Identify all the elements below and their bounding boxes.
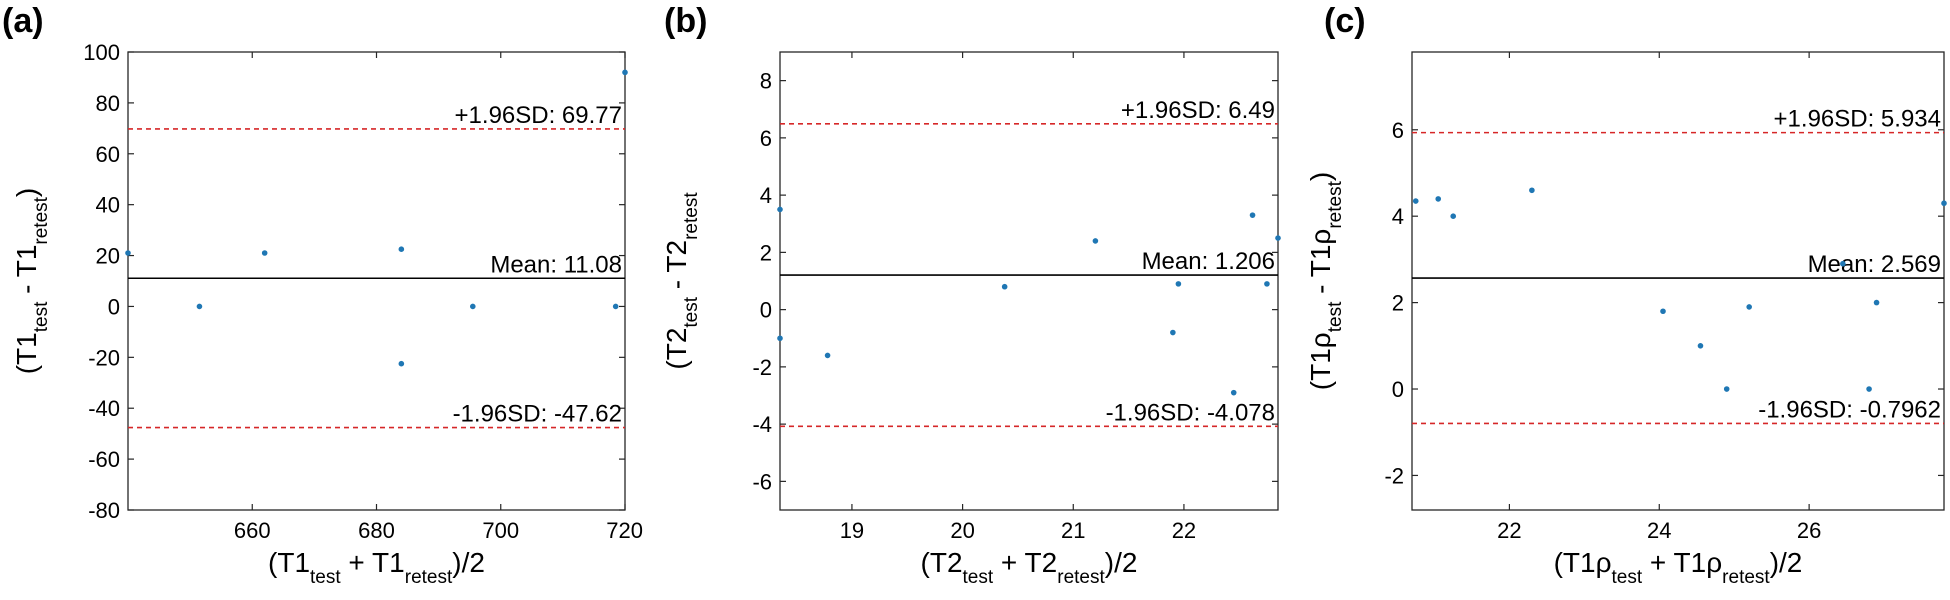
data-point [1275, 235, 1281, 241]
y-tick-label: 6 [760, 126, 772, 151]
y-tick-label: -60 [88, 447, 120, 472]
data-point [1175, 281, 1182, 287]
data-point [398, 360, 405, 367]
plot-frame [779, 51, 1279, 511]
data-point [125, 250, 131, 256]
data-point [398, 246, 405, 252]
plot-frame [1411, 51, 1945, 511]
y-axis-label: (T1ρtest - T1ρretest) [1305, 172, 1346, 390]
data-point [1264, 281, 1270, 287]
x-axis-label: (T1ρtest + T1ρretest)/2 [1554, 547, 1803, 588]
data-point [261, 250, 268, 256]
upper-limit-label: +1.96SD: 6.49 [1121, 97, 1275, 124]
y-tick-label: -80 [88, 498, 120, 523]
y-tick-label: 0 [1392, 377, 1404, 402]
y-axis-label: (T2test - T2retest [661, 192, 702, 370]
x-tick-label: 700 [482, 518, 519, 543]
mean-label: Mean: 11.08 [490, 251, 622, 278]
panel-b: (b) -6 -4 -2 0 2 4 6 8 19 20 21 22 +1.96SD: 6.49 Mean… [650, 0, 1300, 600]
x-tick-label: 680 [358, 518, 395, 543]
lower-limit-label: -1.96SD: -4.078 [1106, 399, 1275, 426]
data-point [1866, 386, 1872, 392]
x-tick-label: 21 [1061, 518, 1085, 543]
data-point [1170, 329, 1176, 336]
y-tick-label: 6 [1392, 118, 1404, 143]
y-tick-label: 40 [96, 193, 120, 218]
y-tick-label: 4 [1392, 204, 1404, 229]
x-tick-label: 20 [950, 518, 974, 543]
panel-a: (a) -80 -60 -40 -20 0 20 40 60 80 100 660 680 700 720… [0, 0, 650, 600]
data-point [1249, 212, 1256, 218]
data-point [1723, 386, 1730, 392]
x-axis-label: (T2test + T2retest)/2 [921, 547, 1138, 588]
upper-limit-label: +1.96SD: 69.77 [455, 102, 622, 129]
data-point [777, 206, 783, 213]
x-tick-label: 720 [606, 518, 643, 543]
data-point [1412, 198, 1419, 204]
y-tick-label: -2 [1384, 463, 1404, 488]
y-tick-label: 20 [96, 244, 120, 269]
chart-a: -80 -60 -40 -20 0 20 40 60 80 100 660 680 700 720 +1.9… [11, 40, 643, 588]
data-point [612, 303, 619, 310]
y-tick-label: 2 [1392, 291, 1404, 316]
x-tick-label: 660 [234, 518, 271, 543]
chart-b: -6 -4 -2 0 2 4 6 8 19 20 21 22 +1.96SD: 6.49 Mean: 1.… [661, 51, 1281, 588]
data-point [824, 352, 831, 359]
y-tick-label: 80 [96, 91, 120, 116]
panel-label: (c) [1324, 2, 1366, 40]
data-point [1435, 196, 1442, 202]
data-point [196, 303, 203, 310]
upper-limit-label: +1.96SD: 5.934 [1774, 106, 1941, 133]
data-point [1873, 299, 1880, 306]
x-tick-label: 19 [840, 518, 864, 543]
data-point [777, 335, 783, 342]
y-tick-label: 2 [760, 240, 772, 265]
y-tick-label: 4 [760, 183, 772, 208]
y-tick-label: -4 [752, 412, 772, 437]
y-tick-label: -20 [88, 345, 120, 370]
y-tick-label: 60 [96, 142, 120, 167]
lower-limit-label: -1.96SD: -0.7962 [1758, 396, 1941, 423]
data-point [1746, 304, 1752, 310]
y-tick-label: 8 [760, 69, 772, 94]
x-axis-label: (T1test + T1retest)/2 [268, 547, 485, 588]
data-point [1697, 343, 1704, 349]
lower-limit-label: -1.96SD: -47.62 [453, 401, 622, 428]
x-tick-label: 24 [1647, 518, 1671, 543]
data-point [622, 69, 628, 76]
mean-label: Mean: 1.206 [1142, 248, 1275, 275]
y-tick-label: -40 [88, 396, 120, 421]
data-point [1840, 260, 1846, 267]
panel-label: (b) [664, 2, 708, 40]
x-tick-label: 26 [1797, 518, 1821, 543]
mean-label: Mean: 2.569 [1808, 251, 1941, 278]
x-tick-label: 22 [1172, 518, 1196, 543]
y-tick-label: 0 [760, 298, 772, 323]
data-point [1230, 389, 1237, 396]
y-tick-label: 100 [83, 40, 120, 65]
data-point [1450, 213, 1457, 219]
data-point [1660, 308, 1666, 315]
data-point [1941, 200, 1947, 207]
y-tick-label: 0 [108, 294, 120, 319]
data-point [1092, 238, 1099, 244]
x-tick-label: 22 [1497, 518, 1521, 543]
y-tick-label: -2 [752, 355, 772, 380]
data-point [1529, 187, 1535, 194]
y-tick-label: -6 [752, 469, 772, 494]
y-axis-label: (T1test - T1retest) [11, 188, 52, 375]
data-point [1001, 283, 1008, 290]
panel-label: (a) [2, 2, 44, 40]
data-point [469, 303, 476, 310]
panel-c: (c) -2 0 2 4 6 22 24 26 +1.96SD: 5.934 Mean: 2.56… [1300, 0, 1950, 600]
